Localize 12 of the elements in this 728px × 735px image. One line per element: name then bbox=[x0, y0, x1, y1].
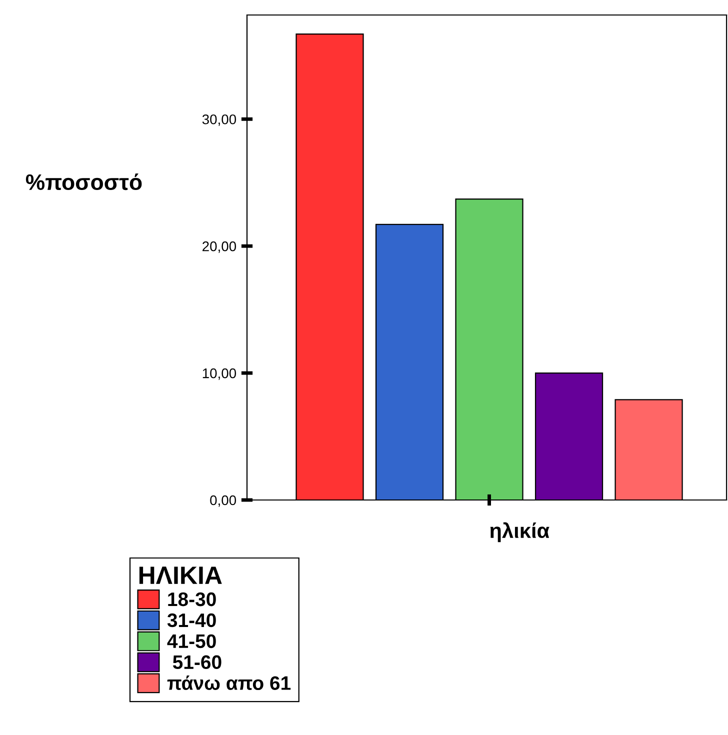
y-tick-label: 10,00 bbox=[202, 368, 236, 380]
legend-label: 41-50 bbox=[167, 634, 216, 648]
legend-label: 51-60 bbox=[172, 655, 222, 670]
legend-title: ΗΛΙΚΙΑ bbox=[139, 566, 222, 584]
y-tick-label: 30,00 bbox=[202, 114, 236, 126]
y-tick-label: 0,00 bbox=[210, 495, 236, 507]
legend-label: πάνω απο 61 bbox=[167, 675, 291, 690]
legend-label: 18-30 bbox=[168, 592, 216, 606]
y-axis-title: %ποσοστό bbox=[26, 173, 142, 190]
legend-label: 31-40 bbox=[167, 613, 216, 628]
x-tick-label: ηλικία bbox=[490, 522, 550, 542]
y-tick-label: 20,00 bbox=[202, 241, 236, 253]
